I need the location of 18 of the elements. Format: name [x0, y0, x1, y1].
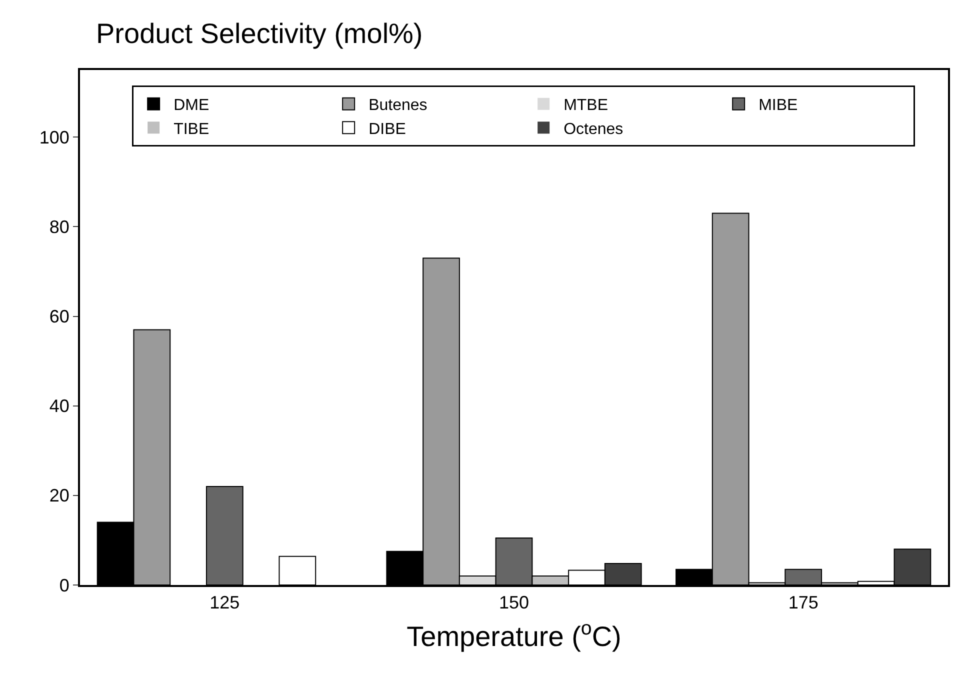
x-tick-label: 150: [498, 592, 530, 613]
legend-label: MTBE: [564, 97, 608, 114]
y-tick-label: 40: [49, 396, 70, 416]
y-tick-label: 60: [49, 306, 70, 327]
y-tick-label: 100: [39, 127, 70, 148]
legend-label: TIBE: [174, 120, 210, 138]
y-tick-label: 80: [49, 217, 70, 238]
x-tick-label: 125: [210, 592, 240, 613]
legend-label: DME: [174, 97, 210, 114]
legend-label: Octenes: [564, 120, 624, 138]
x-tick-label: 175: [788, 592, 818, 613]
y-tick-label: 0: [59, 575, 70, 596]
legend-label: DIBE: [368, 120, 406, 138]
y-tick-label: 20: [49, 486, 70, 506]
legend-label: Butenes: [368, 97, 428, 114]
legend-label: MIBE: [758, 97, 798, 114]
chart-title: Product Selectivity (mol%): [96, 18, 423, 50]
x-axis-title: Temperature ($^{o}$C): [406, 617, 622, 652]
